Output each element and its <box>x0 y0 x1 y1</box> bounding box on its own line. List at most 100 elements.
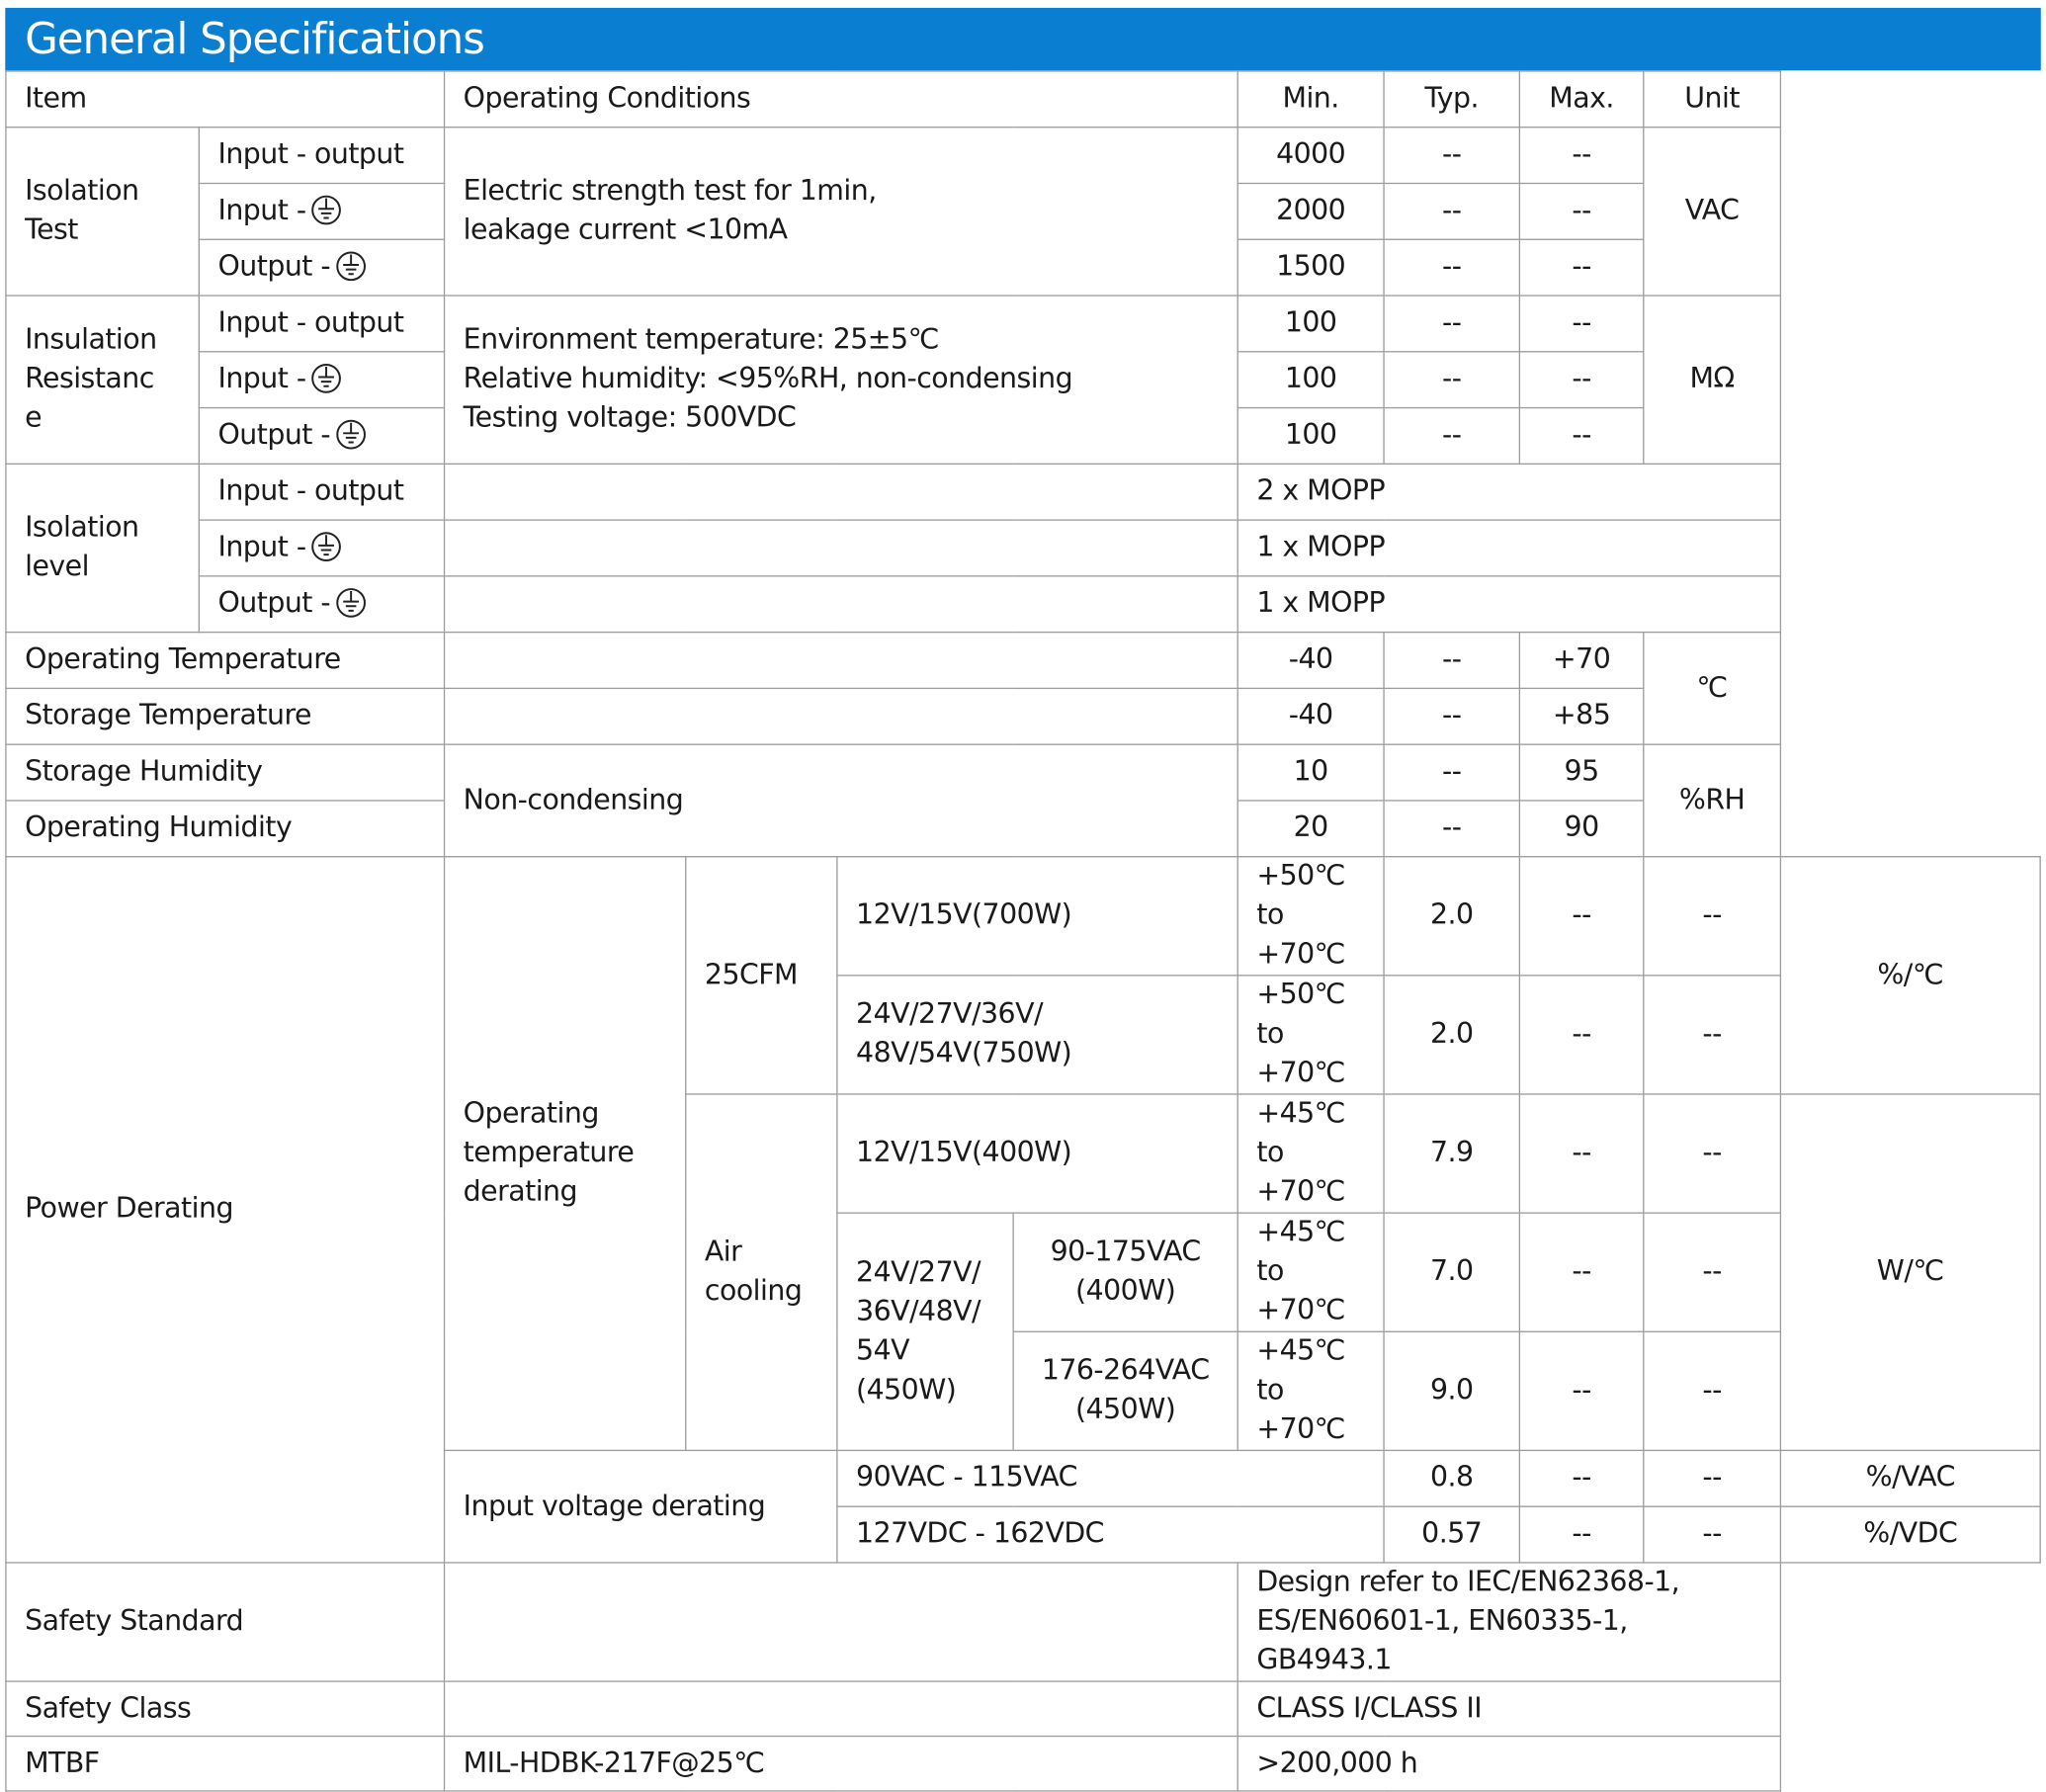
table-row: Isolation level Input - output 2 x MOPP <box>5 463 2040 634</box>
sub-input-ground: Input - <box>198 519 446 577</box>
input-line: (400W) <box>1075 1274 1176 1308</box>
typ-value: -- <box>1518 1330 1645 1452</box>
model-line: 54V <box>856 1333 910 1367</box>
item-line: e <box>25 401 43 435</box>
min-value: 2000 <box>1236 182 1385 240</box>
op-temp-derating-label: Operating temperature derating <box>443 856 687 1452</box>
table-row: Operating Humidity 20 -- 90 <box>5 800 2040 858</box>
min-value: 100 <box>1236 295 1385 353</box>
table-row: Storage Temperature -40 -- +85 <box>5 687 2040 745</box>
table-row: Insulation Resistanc e Input - output En… <box>5 295 2040 465</box>
ground-symbol-icon <box>336 588 367 618</box>
max-value: 90 <box>1518 800 1645 858</box>
header-item: Item <box>5 70 446 128</box>
min-value: 100 <box>1236 351 1385 409</box>
max-value: -- <box>1643 856 1782 977</box>
max-value: -- <box>1518 182 1645 240</box>
unit-value: %/VDC <box>1779 1505 2041 1564</box>
voltage-range-cell: 127VDC - 162VDC <box>836 1505 1385 1564</box>
table-row: Output - 100 -- -- <box>6 406 2040 465</box>
sub-input-output: Input - output <box>198 127 446 185</box>
sub-output-ground: Output - <box>198 238 446 297</box>
sub-label: Output - <box>217 587 331 621</box>
typ-value: -- <box>1383 631 1521 690</box>
model-line: (450W) <box>856 1373 957 1407</box>
sub-label: Input - <box>217 194 306 227</box>
isolation-level-item: Isolation level <box>5 463 200 634</box>
model-line: 36V/48V/ <box>856 1295 981 1328</box>
sub-output-ground: Output - <box>198 406 446 465</box>
typ-value: -- <box>1518 1212 1645 1332</box>
unit-value: %/VAC <box>1779 1449 2041 1507</box>
min-value: 4000 <box>1236 127 1385 185</box>
spec-sheet: General Specifications Item Operating Co… <box>5 7 2041 1792</box>
typ-value: -- <box>1383 351 1521 409</box>
max-value: -- <box>1643 1449 1782 1507</box>
temp-range-cell: +45℃ to +70℃ <box>1236 1330 1385 1452</box>
table-row: 24V/27V/ 36V/48V/ 54V (450W) 90-175VAC (… <box>6 1212 2040 1452</box>
sub-input-ground: Input - <box>198 182 446 240</box>
safety-standard-value: Design refer to IEC/EN62368-1, ES/EN6060… <box>1236 1562 1782 1682</box>
isolation-test-item: Isolation Test <box>5 127 200 297</box>
input-line: 90-175VAC <box>1050 1236 1202 1269</box>
isolation-level-value: 1 x MOPP <box>1236 519 1782 577</box>
empty-condition <box>443 631 1238 690</box>
mtbf-item: MTBF <box>5 1735 446 1792</box>
operating-humidity-item: Operating Humidity <box>5 800 446 858</box>
min-value: 1500 <box>1236 238 1385 297</box>
header-max: Max. <box>1518 70 1645 128</box>
header-min: Min. <box>1236 70 1385 128</box>
sub-label: Input - <box>217 363 306 396</box>
max-value: -- <box>1518 295 1645 353</box>
table-row: Isolation Test Input - output Electric s… <box>5 127 2040 297</box>
table-row: Safety Class CLASS I/CLASS II <box>5 1680 2040 1738</box>
model-line: 48V/54V(750W) <box>856 1037 1072 1070</box>
max-value: -- <box>1518 127 1645 185</box>
sub-input-output: Input - output <box>198 463 446 521</box>
empty-condition <box>443 519 1238 577</box>
storage-temperature-item: Storage Temperature <box>5 687 446 745</box>
spec-table: Item Operating Conditions Min. Typ. Max.… <box>5 70 2041 1792</box>
insulation-condition: Environment temperature: 25±5℃ Relative … <box>443 295 1238 465</box>
standard-line: GB4943.1 <box>1256 1644 1392 1677</box>
table-row: Input - 100 -- -- <box>6 351 2040 409</box>
min-value: 0.57 <box>1383 1505 1521 1564</box>
min-value: 7.0 <box>1383 1212 1521 1332</box>
sub-input-output: Input - output <box>198 295 446 353</box>
standard-line: ES/EN60601-1, EN60335-1, <box>1256 1604 1628 1638</box>
min-value: 0.8 <box>1383 1449 1521 1507</box>
sub-input-ground: Input - <box>198 351 446 409</box>
max-value: 95 <box>1518 743 1645 802</box>
min-value: 7.9 <box>1383 1093 1521 1214</box>
min-value: -40 <box>1236 687 1385 745</box>
max-value: -- <box>1518 351 1645 409</box>
max-value: +85 <box>1518 687 1645 745</box>
table-row: Output - 1500 -- -- <box>6 238 2040 297</box>
typ-value: -- <box>1518 856 1645 977</box>
table-row: Input - 1 x MOPP <box>6 519 2040 577</box>
min-value: 9.0 <box>1383 1330 1521 1452</box>
temp-range-cell: +45℃ to +70℃ <box>1236 1212 1385 1332</box>
typ-value: -- <box>1383 743 1521 802</box>
typ-value: -- <box>1383 295 1521 353</box>
input-line: (450W) <box>1075 1393 1176 1426</box>
max-value: -- <box>1643 1505 1782 1564</box>
typ-value: -- <box>1383 687 1521 745</box>
unit-value: %RH <box>1643 743 1782 858</box>
typ-value: -- <box>1383 238 1521 297</box>
empty-condition <box>443 1680 1238 1738</box>
input-range-cell: 90-175VAC (400W) <box>1012 1212 1238 1332</box>
air-cooling-label: Air cooling <box>685 1093 838 1452</box>
model-cell: 12V/15V(700W) <box>836 856 1238 977</box>
empty-condition <box>443 575 1238 634</box>
table-row: 176-264VAC (450W) +45℃ to +70℃ 9.0 -- -- <box>6 1330 2040 1452</box>
max-value: -- <box>1643 1330 1782 1452</box>
mtbf-condition: MIL-HDBK-217F@25℃ <box>443 1735 1238 1792</box>
unit-value: MΩ <box>1643 295 1782 465</box>
mtbf-value: >200,000 h <box>1236 1735 1782 1792</box>
isolation-level-value: 1 x MOPP <box>1236 575 1782 634</box>
condition-line: leakage current <10mA <box>463 213 788 247</box>
max-value: -- <box>1518 238 1645 297</box>
humidity-condition: Non-condensing <box>443 743 1238 858</box>
ground-symbol-icon <box>311 195 342 225</box>
